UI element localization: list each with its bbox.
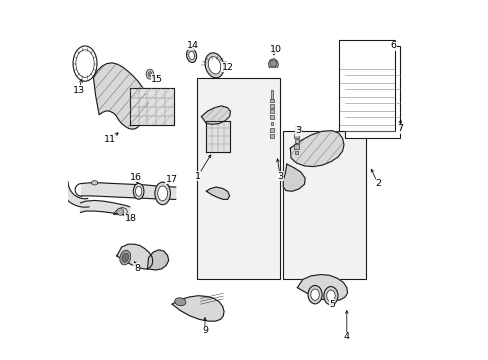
- Ellipse shape: [326, 290, 334, 301]
- Polygon shape: [201, 106, 230, 124]
- Ellipse shape: [155, 182, 170, 205]
- Text: 6: 6: [389, 41, 396, 50]
- Ellipse shape: [310, 289, 319, 300]
- Ellipse shape: [146, 69, 154, 79]
- Polygon shape: [206, 187, 229, 199]
- Bar: [294, 135, 299, 138]
- Text: 3: 3: [295, 126, 301, 135]
- Text: 10: 10: [269, 45, 281, 54]
- Bar: [294, 151, 298, 154]
- Polygon shape: [81, 183, 175, 199]
- Text: 16: 16: [130, 173, 142, 182]
- Bar: [294, 144, 299, 149]
- Bar: [283, 131, 366, 279]
- Ellipse shape: [158, 186, 167, 201]
- Text: 5: 5: [328, 300, 334, 309]
- Circle shape: [117, 208, 123, 215]
- Polygon shape: [117, 244, 152, 269]
- Bar: [269, 99, 274, 102]
- Ellipse shape: [135, 186, 142, 196]
- Bar: [269, 128, 274, 132]
- Bar: [270, 134, 273, 138]
- Ellipse shape: [174, 298, 185, 306]
- Ellipse shape: [91, 181, 98, 185]
- Bar: [270, 90, 273, 100]
- Polygon shape: [60, 182, 89, 207]
- Text: 13: 13: [73, 86, 85, 95]
- Text: 17: 17: [165, 175, 177, 184]
- Polygon shape: [268, 59, 278, 67]
- Polygon shape: [283, 164, 305, 191]
- Polygon shape: [130, 88, 174, 125]
- Polygon shape: [290, 131, 343, 167]
- Polygon shape: [81, 201, 130, 217]
- Polygon shape: [114, 207, 127, 215]
- Text: 18: 18: [124, 214, 137, 223]
- Bar: [269, 109, 274, 113]
- Text: 15: 15: [151, 75, 163, 84]
- Ellipse shape: [122, 253, 128, 262]
- Ellipse shape: [186, 49, 196, 63]
- Bar: [270, 122, 273, 125]
- Bar: [338, 40, 394, 131]
- Ellipse shape: [323, 287, 337, 305]
- Bar: [269, 104, 274, 108]
- Ellipse shape: [120, 250, 130, 265]
- Ellipse shape: [188, 51, 194, 60]
- Text: 4: 4: [343, 333, 349, 342]
- Text: 14: 14: [187, 41, 199, 50]
- Text: 7: 7: [396, 124, 402, 133]
- Bar: [294, 139, 298, 143]
- Ellipse shape: [307, 285, 322, 304]
- Polygon shape: [147, 250, 168, 270]
- Polygon shape: [205, 121, 229, 152]
- Polygon shape: [93, 63, 150, 129]
- Text: 8: 8: [134, 264, 140, 273]
- Polygon shape: [297, 275, 347, 301]
- Text: 2: 2: [374, 179, 380, 188]
- Ellipse shape: [204, 53, 224, 78]
- Ellipse shape: [208, 57, 220, 74]
- Text: 1: 1: [194, 172, 200, 181]
- Bar: [344, 46, 400, 138]
- Circle shape: [269, 60, 276, 67]
- Text: 3: 3: [277, 172, 283, 181]
- Text: 9: 9: [202, 327, 207, 336]
- Ellipse shape: [133, 183, 143, 199]
- Ellipse shape: [148, 72, 152, 77]
- Polygon shape: [172, 296, 224, 321]
- Bar: [270, 116, 273, 119]
- Bar: [197, 78, 279, 279]
- Text: 12: 12: [221, 63, 233, 72]
- Text: 11: 11: [103, 135, 116, 144]
- Bar: [295, 126, 298, 135]
